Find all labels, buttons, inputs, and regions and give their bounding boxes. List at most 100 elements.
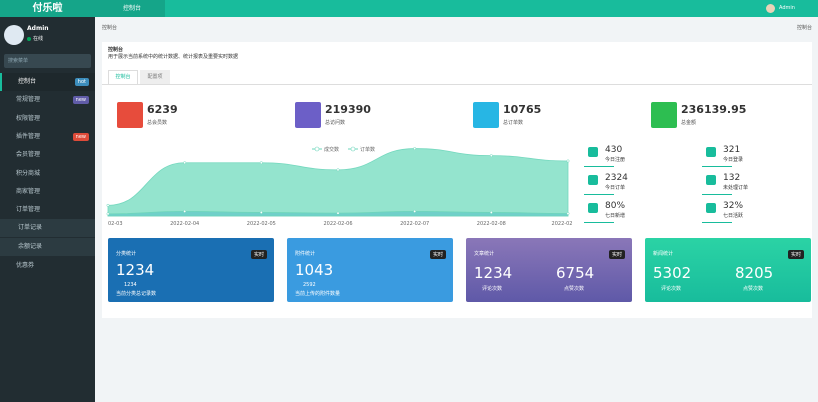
tab[interactable]: 配置项 [140, 70, 170, 84]
x-tick-label: 2022-02-06 [323, 221, 352, 227]
card-label: 评论次数 [482, 286, 503, 292]
card-value: 8205 [735, 264, 774, 282]
card-badge: 实时 [251, 250, 268, 259]
point [259, 161, 263, 165]
panel-title: 控制台 [108, 47, 124, 53]
avatar [4, 25, 24, 45]
card-label: 点赞次数 [743, 286, 764, 292]
stat-card [466, 238, 632, 302]
card-value: 1043 [295, 261, 334, 279]
card-value: 1234 [116, 261, 155, 279]
menu-badge: hot [74, 78, 89, 86]
menu-badge: new [72, 132, 89, 141]
mini-label: 七日新增 [605, 213, 626, 219]
point [259, 211, 263, 214]
stat-value: 219390 [325, 103, 371, 116]
menu-item[interactable]: 会员管理 [16, 151, 41, 159]
stat-card [287, 238, 453, 302]
menu-item[interactable]: 订单记录 [0, 219, 95, 238]
mini-icon [706, 203, 716, 213]
panel-description: 用于展示当前系统中的统计数据、统计报表及重要实时数据 [108, 54, 239, 60]
menu-item[interactable]: 控制台 hot [0, 73, 95, 91]
x-tick-label: 2022-02-05 [247, 221, 276, 227]
status-dot [27, 37, 31, 41]
menu-toggle[interactable] [95, 0, 115, 17]
mini-label: 今日登录 [723, 157, 744, 163]
stat-card [108, 238, 274, 302]
top-user[interactable]: Admin [779, 5, 795, 11]
stat-icon [295, 102, 321, 128]
card-badge: 实时 [430, 250, 447, 259]
mini-icon [706, 147, 716, 157]
legend-dot [350, 146, 356, 152]
point [336, 211, 340, 215]
mini-value: 80% [605, 201, 626, 211]
breadcrumb-right[interactable]: 控制台 [797, 25, 813, 31]
menu-item[interactable]: 插件管理 new [0, 128, 95, 146]
stat-card [645, 238, 811, 302]
tab[interactable]: 控制台 [108, 70, 138, 84]
breadcrumb[interactable]: 控制台 [102, 25, 118, 31]
stat-value: 10765 [503, 103, 542, 116]
card-value: 6754 [556, 264, 595, 282]
card-sub-value: 2592 [303, 282, 316, 288]
card-value: 1234 [474, 264, 513, 282]
mini-line [702, 222, 732, 223]
point [489, 211, 493, 214]
brand[interactable]: 付乐啦 [0, 0, 95, 17]
card-sub-label: 当前分类总记录数 [116, 291, 157, 297]
mini-line [584, 222, 614, 223]
x-tick-label: 2022-02-07 [400, 221, 429, 227]
mini-label: 今日注册 [605, 157, 626, 163]
card-sub-label: 当前上传的附件数量 [295, 291, 341, 297]
x-tick-label: 2022-02 [552, 221, 573, 227]
card-value: 5302 [653, 264, 692, 282]
point [489, 154, 493, 158]
tab-line [102, 84, 812, 85]
mini-value: 32% [723, 201, 744, 211]
top-tab[interactable]: 控制台 [115, 0, 165, 17]
search[interactable]: 搜索菜单 [4, 54, 91, 68]
point [106, 203, 110, 207]
x-tick-label: 02-03 [108, 221, 123, 227]
menu-item[interactable]: 订单管理 [16, 206, 41, 214]
mini-value: 132 [723, 173, 741, 183]
stat-value: 236139.95 [681, 103, 747, 116]
point [413, 147, 417, 151]
chart: 02-03 2022-02-04 2022-02-05 2022-02-06 2022-… [106, 146, 573, 227]
mini-line [702, 194, 732, 195]
legend-dot [314, 146, 320, 152]
card-title: 分类统计 [116, 251, 137, 257]
mini-label: 七日活跃 [723, 213, 744, 219]
mini-icon [588, 203, 598, 213]
menu-item[interactable]: 优惠券 [16, 262, 35, 269]
user-status: 在线 [33, 36, 44, 42]
mini-icon [588, 147, 598, 157]
point [106, 212, 110, 216]
point [413, 209, 417, 213]
point [566, 212, 570, 215]
stat-label: 总订单数 [503, 120, 524, 126]
menu-item[interactable]: 权限管理 [16, 114, 41, 122]
menu-item[interactable]: 积分商城 [16, 169, 41, 177]
stat-label: 总访问数 [325, 120, 346, 126]
mini-value: 2324 [605, 173, 628, 183]
mini-value: 430 [605, 145, 623, 155]
mini-icon [588, 175, 598, 185]
menu-item[interactable]: 商家管理 [16, 187, 41, 195]
stat-label: 总金额 [681, 120, 697, 126]
card-title: 新闻统计 [653, 251, 674, 257]
card-sub-value: 1234 [124, 282, 137, 288]
stat-label: 总会员数 [147, 120, 168, 126]
mini-line [584, 166, 614, 167]
mini-icon [706, 175, 716, 185]
mini-value: 321 [723, 145, 741, 155]
point [336, 168, 340, 172]
mini-label: 未处理订单 [723, 185, 749, 191]
stat-value: 6239 [147, 103, 178, 116]
top-avatar[interactable] [766, 4, 775, 13]
menu-item[interactable]: 余额记录 [0, 237, 95, 256]
menu-item[interactable]: 常规管理 new [0, 91, 95, 109]
card-label: 评论次数 [661, 286, 682, 292]
